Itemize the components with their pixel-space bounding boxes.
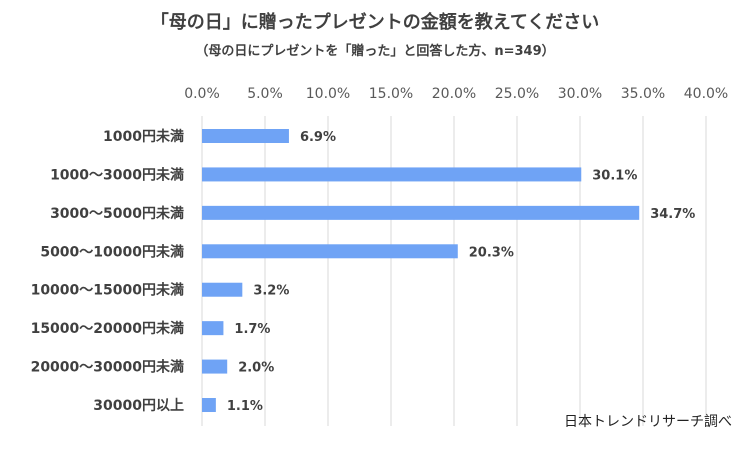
x-tick-label: 10.0% (306, 86, 350, 102)
source-note: 日本トレンドリサーチ調べ (564, 414, 732, 430)
bar (202, 167, 582, 182)
bar (202, 321, 224, 336)
data-label: 34.7% (650, 207, 695, 222)
x-tick-label: 40.0% (684, 86, 728, 102)
data-label: 3.2% (253, 284, 289, 299)
bar (202, 244, 458, 259)
x-tick-label: 5.0% (247, 86, 283, 102)
bar (202, 282, 243, 297)
data-label: 6.9% (300, 130, 336, 145)
chart-title: 「母の日」に贈ったプレゼントの金額を教えてください (150, 12, 600, 33)
bar (202, 129, 289, 143)
category-label: 1000～3000円未満 (50, 166, 184, 183)
category-label: 10000～15000円未満 (31, 282, 184, 299)
bar (202, 359, 228, 374)
data-label: 2.0% (238, 361, 274, 376)
x-tick-label: 20.0% (432, 86, 476, 102)
data-label: 20.3% (469, 245, 514, 260)
category-label: 3000～5000円未満 (50, 205, 184, 222)
x-tick-label: 30.0% (558, 86, 602, 102)
data-label: 1.1% (227, 399, 263, 414)
data-label: 1.7% (234, 322, 270, 337)
x-tick-label: 25.0% (495, 86, 539, 102)
chart-subtitle: （母の日にプレゼントを「贈った」と回答した方、n=349） (195, 44, 555, 59)
category-label: 20000～30000円未満 (31, 359, 184, 376)
x-tick-label: 0.0% (184, 86, 220, 102)
data-label: 30.1% (592, 168, 637, 183)
category-label: 30000円以上 (93, 398, 184, 414)
x-tick-label: 15.0% (369, 86, 413, 102)
category-label: 15000～20000円未満 (31, 320, 184, 337)
category-label: 1000円未満 (103, 128, 184, 145)
bar (202, 398, 216, 413)
bar (202, 205, 640, 220)
x-tick-label: 35.0% (621, 86, 665, 102)
category-label: 5000～10000円未満 (40, 243, 184, 260)
